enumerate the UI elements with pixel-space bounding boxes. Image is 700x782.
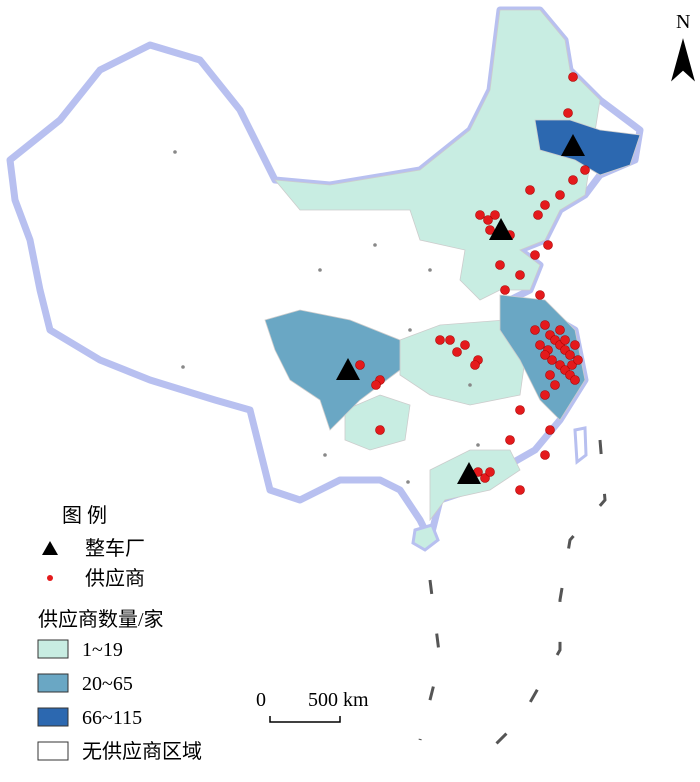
supplier-point xyxy=(568,72,578,82)
scale-end: 500 km xyxy=(308,689,369,711)
supplier-point xyxy=(490,210,500,220)
nine-dash-line xyxy=(418,439,607,772)
legend-title: 图 例 xyxy=(62,504,107,527)
capital-point xyxy=(408,328,412,332)
legend: 图 例 整车厂 供应商 供应商数量/家 1~19 20~65 66~115 无供应商区… xyxy=(37,504,202,763)
supplier-point xyxy=(505,435,515,445)
region-light-southwest xyxy=(344,394,411,451)
supplier-point xyxy=(371,380,381,390)
factory-marker xyxy=(561,134,585,156)
legend-label: 1~19 xyxy=(82,639,123,661)
supplier-point xyxy=(460,340,470,350)
supplier-point xyxy=(535,290,545,300)
supplier-point xyxy=(555,325,565,335)
island-hainan xyxy=(411,523,440,552)
supplier-point xyxy=(570,340,580,350)
supplier-point xyxy=(530,325,540,335)
supplier-point xyxy=(475,210,485,220)
region-light-north xyxy=(274,9,601,301)
supplier-point xyxy=(565,350,575,360)
legend-supplier-icon xyxy=(47,575,53,581)
legend-label: 20~65 xyxy=(82,673,133,695)
legend-swatch xyxy=(37,741,69,761)
legend-swatch xyxy=(37,673,69,693)
capital-point xyxy=(173,150,177,154)
supplier-point xyxy=(435,335,445,345)
legend-label: 整车厂 xyxy=(85,537,145,560)
capital-point xyxy=(323,453,327,457)
supplier-point xyxy=(545,425,555,435)
supplier-point xyxy=(580,165,590,175)
north-arrow-shape xyxy=(671,38,695,82)
supplier-point xyxy=(570,375,580,385)
supplier-point xyxy=(540,320,550,330)
supplier-point xyxy=(483,215,493,225)
supplier-point xyxy=(375,425,385,435)
capital-point xyxy=(373,243,377,247)
supplier-point xyxy=(547,355,557,365)
factories xyxy=(336,134,585,484)
capital-point xyxy=(406,480,410,484)
north-label: N xyxy=(676,11,690,33)
legend-label: 无供应商区域 xyxy=(82,740,202,763)
supplier-point xyxy=(533,210,543,220)
legend-swatch xyxy=(37,707,69,727)
factory-marker xyxy=(489,218,513,240)
capital-point xyxy=(318,268,322,272)
supplier-point xyxy=(543,240,553,250)
supplier-point xyxy=(515,405,525,415)
supplier-point xyxy=(485,467,495,477)
supplier-point xyxy=(550,380,560,390)
supplier-point xyxy=(470,360,480,370)
supplier-point xyxy=(555,190,565,200)
legend-classes: 1~19 20~65 66~115 无供应商区域 xyxy=(37,639,202,763)
supplier-point xyxy=(573,355,583,365)
supplier-point xyxy=(500,285,510,295)
north-arrow: N xyxy=(671,11,695,82)
supplier-point xyxy=(560,335,570,345)
region-dark-northeast xyxy=(534,119,641,176)
scale-bar: 0 500 km xyxy=(256,689,369,723)
factory-marker xyxy=(457,462,481,484)
supplier-point xyxy=(540,200,550,210)
supplier-point xyxy=(445,335,455,345)
supplier-point xyxy=(568,175,578,185)
supplier-point xyxy=(515,270,525,280)
scale-start: 0 xyxy=(256,689,266,711)
capital-point xyxy=(476,443,480,447)
legend-swatch xyxy=(37,639,69,659)
supplier-point xyxy=(495,260,505,270)
region-light-central xyxy=(399,319,526,406)
supplier-point xyxy=(540,390,550,400)
supplier-point xyxy=(563,108,573,118)
capital-point xyxy=(428,268,432,272)
scale-line xyxy=(269,716,341,723)
capital-point xyxy=(181,365,185,369)
supplier-point xyxy=(530,250,540,260)
supplier-point xyxy=(540,450,550,460)
supplier-point xyxy=(540,350,550,360)
region-medium-sichuan xyxy=(264,309,401,431)
legend-label: 66~115 xyxy=(82,707,142,729)
legend-subtitle: 供应商数量/家 xyxy=(38,608,164,631)
capital-point xyxy=(468,383,472,387)
supplier-point xyxy=(535,340,545,350)
supplier-point xyxy=(355,360,365,370)
supplier-point xyxy=(545,370,555,380)
supplier-point xyxy=(515,485,525,495)
factory-marker xyxy=(336,358,360,380)
region-light-south xyxy=(429,449,521,522)
supplier-point xyxy=(525,185,535,195)
legend-label: 供应商 xyxy=(85,567,145,590)
supplier-point xyxy=(452,347,462,357)
legend-factory-icon xyxy=(42,541,58,555)
island-taiwan xyxy=(573,426,588,465)
